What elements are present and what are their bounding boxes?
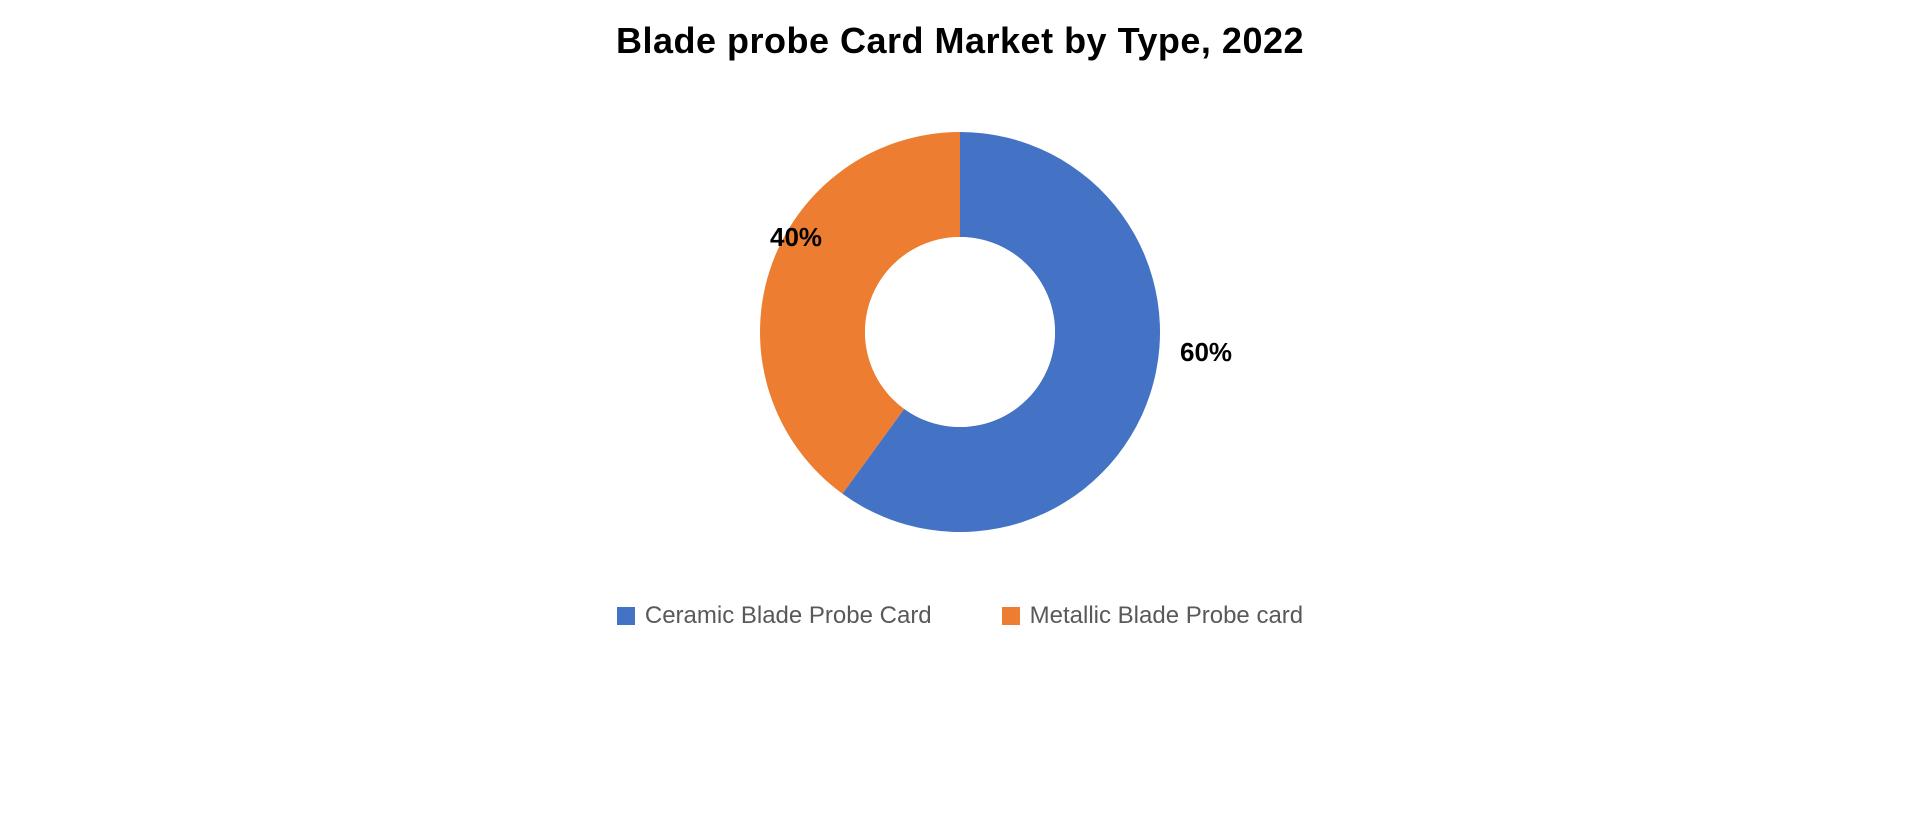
chart-title: Blade probe Card Market by Type, 2022 [616,20,1304,62]
legend-swatch-1 [1002,607,1020,625]
chart-container: Blade probe Card Market by Type, 2022 60… [0,0,1920,818]
legend-item-1: Metallic Blade Probe card [1002,602,1303,630]
donut-svg [760,132,1160,532]
slice-label-0: 60% [1180,337,1232,368]
donut-chart: 60% 40% [760,132,1160,532]
legend-item-0: Ceramic Blade Probe Card [617,602,932,630]
legend-label-0: Ceramic Blade Probe Card [645,602,932,630]
donut-hole [865,237,1055,427]
legend: Ceramic Blade Probe Card Metallic Blade … [617,602,1303,630]
legend-swatch-0 [617,607,635,625]
slice-label-1: 40% [770,222,822,253]
legend-label-1: Metallic Blade Probe card [1030,602,1303,630]
